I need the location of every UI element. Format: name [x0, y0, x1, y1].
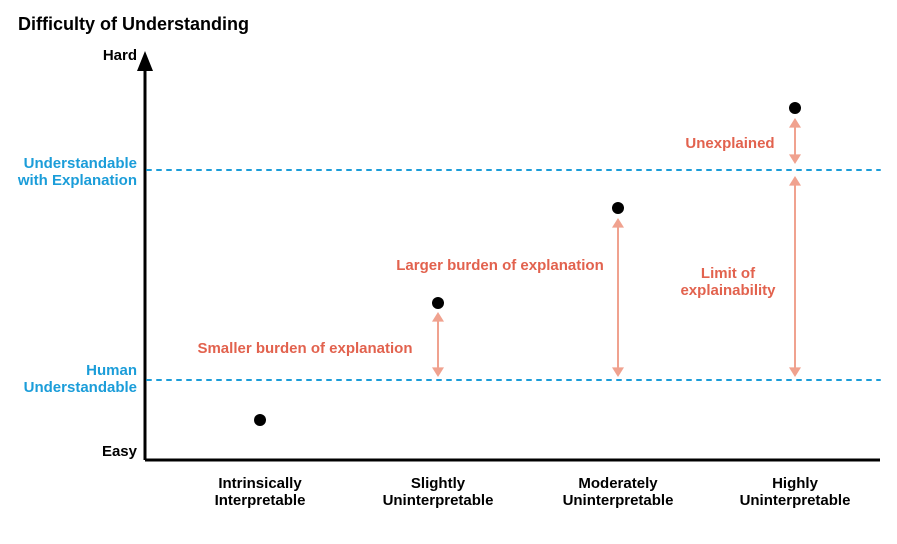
annotation-limit-explainability: Limit of explainability	[618, 265, 838, 300]
annotation-larger-burden: Larger burden of explanation	[390, 257, 610, 274]
y-axis-label-bottom: Easy	[17, 443, 137, 460]
chart-stage: Difficulty of Understanding Hard Easy Un…	[0, 0, 897, 544]
explain-arrows-group	[432, 118, 801, 377]
threshold-label-understandable-with-explanation: Understandable with Explanation	[7, 155, 137, 190]
annotation-smaller-burden: Smaller burden of explanation	[195, 340, 415, 357]
x-category-slightly: Slightly Uninterpretable	[368, 475, 508, 510]
x-category-line: Uninterpretable	[740, 492, 851, 509]
x-category-line: Interpretable	[215, 492, 306, 509]
x-category-line: Highly	[772, 475, 818, 492]
annotation-line: Smaller burden of explanation	[197, 340, 412, 357]
x-category-line: Uninterpretable	[563, 492, 674, 509]
x-category-line: Moderately	[578, 475, 657, 492]
threshold-label-line: Human	[86, 362, 137, 379]
x-category-line: Intrinsically	[218, 475, 301, 492]
threshold-label-line: Understandable	[24, 155, 137, 172]
annotation-line: explainability	[680, 282, 775, 299]
annotation-line: Limit of	[701, 265, 755, 282]
annotation-line: Larger burden of explanation	[396, 257, 604, 274]
x-category-line: Slightly	[411, 475, 465, 492]
x-category-line: Uninterpretable	[383, 492, 494, 509]
x-category-highly: Highly Uninterpretable	[725, 475, 865, 510]
y-axis-label-top: Hard	[17, 47, 137, 64]
threshold-label-line: Understandable	[24, 379, 137, 396]
axes-group	[137, 51, 880, 460]
annotation-unexplained: Unexplained	[620, 135, 840, 152]
annotation-line: Unexplained	[685, 135, 774, 152]
x-category-moderately: Moderately Uninterpretable	[548, 475, 688, 510]
threshold-label-human-understandable: Human Understandable	[7, 362, 137, 397]
threshold-label-line: with Explanation	[18, 172, 137, 189]
x-category-intrinsic: Intrinsically Interpretable	[190, 475, 330, 510]
